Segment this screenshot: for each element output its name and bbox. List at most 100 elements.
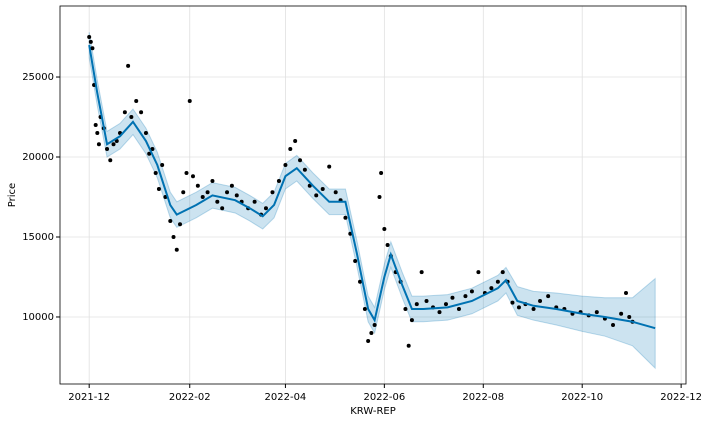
observation — [263, 206, 268, 211]
y-tick-label: 25000 — [22, 72, 54, 83]
observation — [333, 190, 338, 195]
observation — [385, 242, 390, 247]
observation — [409, 318, 414, 323]
observation — [134, 99, 139, 104]
observation — [90, 46, 95, 51]
observation — [406, 343, 411, 348]
observation — [122, 110, 127, 115]
observation — [105, 147, 110, 152]
observation — [187, 99, 192, 104]
observation — [283, 163, 288, 168]
observation — [366, 338, 371, 343]
observation — [403, 306, 408, 311]
observation — [510, 300, 515, 305]
observation — [443, 302, 448, 307]
observation — [195, 183, 200, 188]
observation — [252, 199, 257, 204]
observation — [476, 270, 481, 275]
observation — [168, 218, 173, 223]
observation — [546, 294, 551, 299]
observation — [190, 174, 195, 179]
observation — [95, 131, 100, 136]
observation — [147, 151, 152, 156]
observation — [178, 222, 183, 227]
observation — [184, 171, 189, 176]
observation — [302, 167, 307, 172]
observation — [210, 179, 215, 184]
observation — [463, 294, 468, 299]
x-tick-label: 2021-12 — [68, 392, 110, 403]
observation — [377, 194, 382, 199]
observation — [450, 295, 455, 300]
observation — [419, 270, 424, 275]
x-tick-label: 2022-10 — [561, 392, 603, 403]
x-tick-label: 2022-08 — [462, 392, 504, 403]
observation — [129, 115, 134, 120]
observation — [531, 306, 536, 311]
observation — [327, 164, 332, 169]
observation — [108, 158, 113, 163]
observation — [139, 110, 144, 115]
observation — [623, 290, 628, 295]
observation — [225, 190, 230, 195]
uncertainty-band — [88, 32, 656, 370]
observation — [153, 171, 158, 176]
observation — [456, 306, 461, 311]
y-tick-label: 15000 — [22, 232, 54, 243]
observation — [320, 187, 325, 192]
observation — [126, 63, 131, 68]
observation — [276, 179, 281, 184]
observation — [96, 142, 101, 147]
x-tick-label: 2022-06 — [363, 392, 405, 403]
y-axis-label: Price — [7, 183, 18, 207]
plot-frame — [59, 5, 687, 385]
observation — [437, 310, 442, 315]
observation — [627, 314, 632, 319]
observation — [205, 190, 210, 195]
x-axis-label: KRW-REP — [350, 406, 396, 417]
observation — [270, 190, 275, 195]
forecast-line — [88, 44, 656, 330]
observation — [489, 286, 494, 291]
observation — [298, 158, 303, 163]
observation — [220, 206, 225, 211]
observation — [594, 310, 599, 315]
observation — [362, 306, 367, 311]
x-tick-label: 2022-12 — [660, 392, 702, 403]
observation — [160, 163, 165, 168]
observation — [215, 199, 220, 204]
observation — [234, 193, 239, 198]
observation — [181, 190, 186, 195]
observation — [500, 270, 505, 275]
observation — [343, 215, 348, 220]
observation — [88, 39, 93, 44]
observation — [414, 302, 419, 307]
observation — [87, 35, 92, 40]
observation — [111, 142, 116, 147]
observation — [369, 330, 374, 335]
observation — [314, 193, 319, 198]
x-tick-label: 2022-04 — [265, 392, 307, 403]
x-tick-label: 2022-02 — [169, 392, 211, 403]
observation — [288, 147, 293, 152]
observation — [93, 123, 98, 128]
observation — [358, 279, 363, 284]
observation — [495, 279, 500, 284]
observation — [379, 171, 384, 176]
observation — [516, 305, 521, 310]
observation — [150, 147, 155, 152]
observation — [353, 258, 358, 263]
observation — [619, 311, 624, 316]
observation — [424, 298, 429, 303]
observation — [156, 187, 161, 192]
observation — [469, 289, 474, 294]
observation — [372, 322, 377, 327]
observation — [114, 139, 119, 144]
observation — [293, 139, 298, 144]
y-tick-label: 10000 — [22, 312, 54, 323]
observation — [611, 322, 616, 327]
observation — [174, 247, 179, 252]
observation — [382, 226, 387, 231]
observation — [200, 194, 205, 199]
